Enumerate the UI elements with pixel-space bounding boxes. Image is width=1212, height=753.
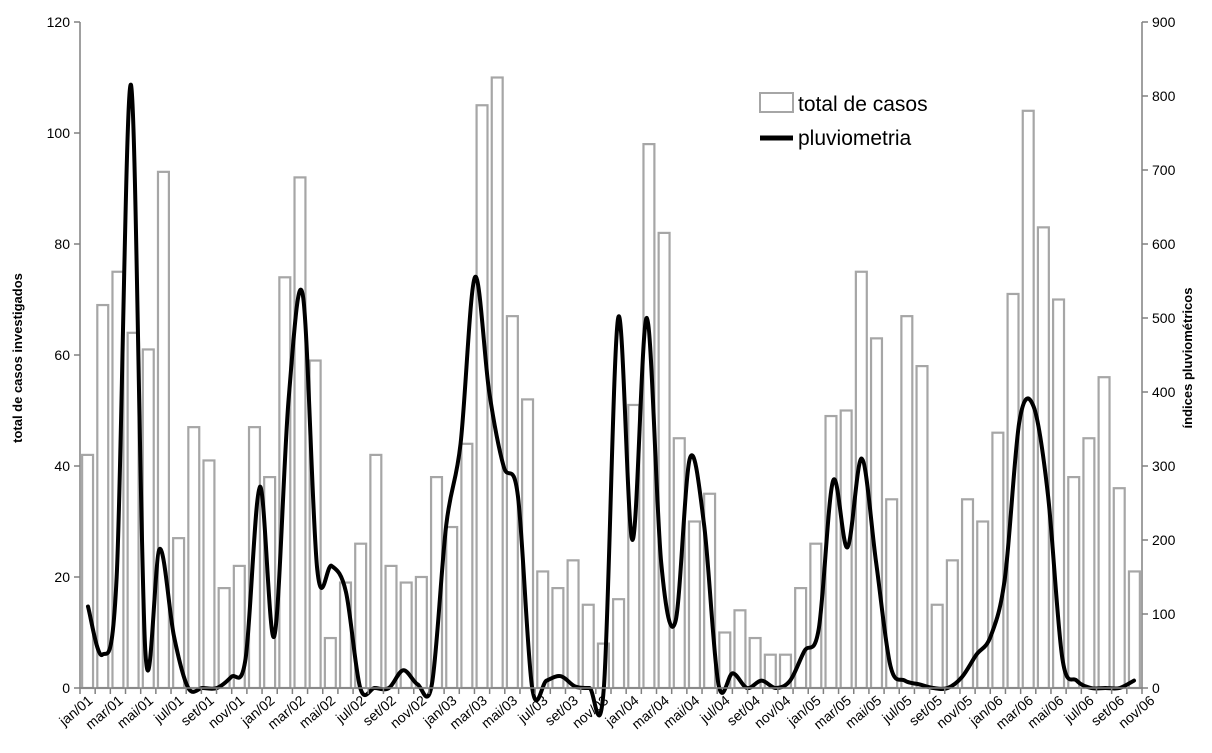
bar [581,603,595,690]
right-tick-label: 400 [1152,384,1176,400]
legend-label-pluviometria: pluviometria [798,127,912,150]
right-y-axis-ticks: 0 100 200 300 400 500 600 700 800 900 [1142,14,1176,696]
right-tick-label: 900 [1152,14,1176,30]
bar [156,170,170,690]
legend: total de casos pluviometria [759,92,928,150]
bar [445,525,459,690]
bars-total-casos [81,76,1141,690]
left-tick-label: 0 [62,680,70,696]
right-tick-label: 0 [1152,680,1160,696]
right-tick-label: 600 [1152,236,1176,252]
right-tick-label: 100 [1152,606,1176,622]
bar [202,459,216,690]
left-y-axis-ticks: 0 20 40 60 80 100 120 [47,14,80,696]
bar [96,303,110,690]
bar [794,586,808,690]
legend-label-total-casos: total de casos [798,93,928,116]
bar [187,426,201,690]
bar [687,520,701,690]
bar [566,559,580,690]
bar [490,76,504,690]
bar [217,586,231,690]
bar [551,586,565,690]
right-tick-label: 700 [1152,162,1176,178]
right-tick-label: 800 [1152,88,1176,104]
left-tick-label: 100 [47,125,71,141]
bar [369,453,383,690]
bar [126,331,140,690]
left-tick-label: 120 [47,14,71,30]
bar [1097,376,1111,690]
left-tick-label: 80 [54,236,70,252]
bar [505,315,519,690]
bar [293,176,307,690]
right-tick-label: 500 [1152,310,1176,326]
bar [930,603,944,690]
bar [915,365,929,690]
left-tick-label: 20 [54,569,70,585]
bar [976,520,990,690]
bar [612,598,626,690]
bar [475,104,489,690]
bar [1082,437,1096,690]
bar [323,636,337,690]
right-tick-label: 300 [1152,458,1176,474]
bar [1112,487,1126,690]
bar [81,453,95,690]
bar [945,559,959,690]
bar [991,431,1005,690]
x-axis-ticks: jan/01mar/01mai/01jul/01set/01nov/01jan/… [55,688,1158,732]
right-tick-label: 200 [1152,532,1176,548]
bar [384,564,398,690]
bar [536,570,550,690]
bar [869,337,884,690]
bar [460,442,474,690]
bar [414,575,428,690]
bar [1067,476,1081,690]
left-axis-title: total de casos investigados [10,273,25,443]
bar [900,315,914,690]
legend-swatch-total-casos [759,92,794,113]
right-axis-title: índices pluviométricos [1180,288,1195,429]
bar [1127,570,1141,690]
left-tick-label: 60 [54,347,70,363]
left-tick-label: 40 [54,458,70,474]
